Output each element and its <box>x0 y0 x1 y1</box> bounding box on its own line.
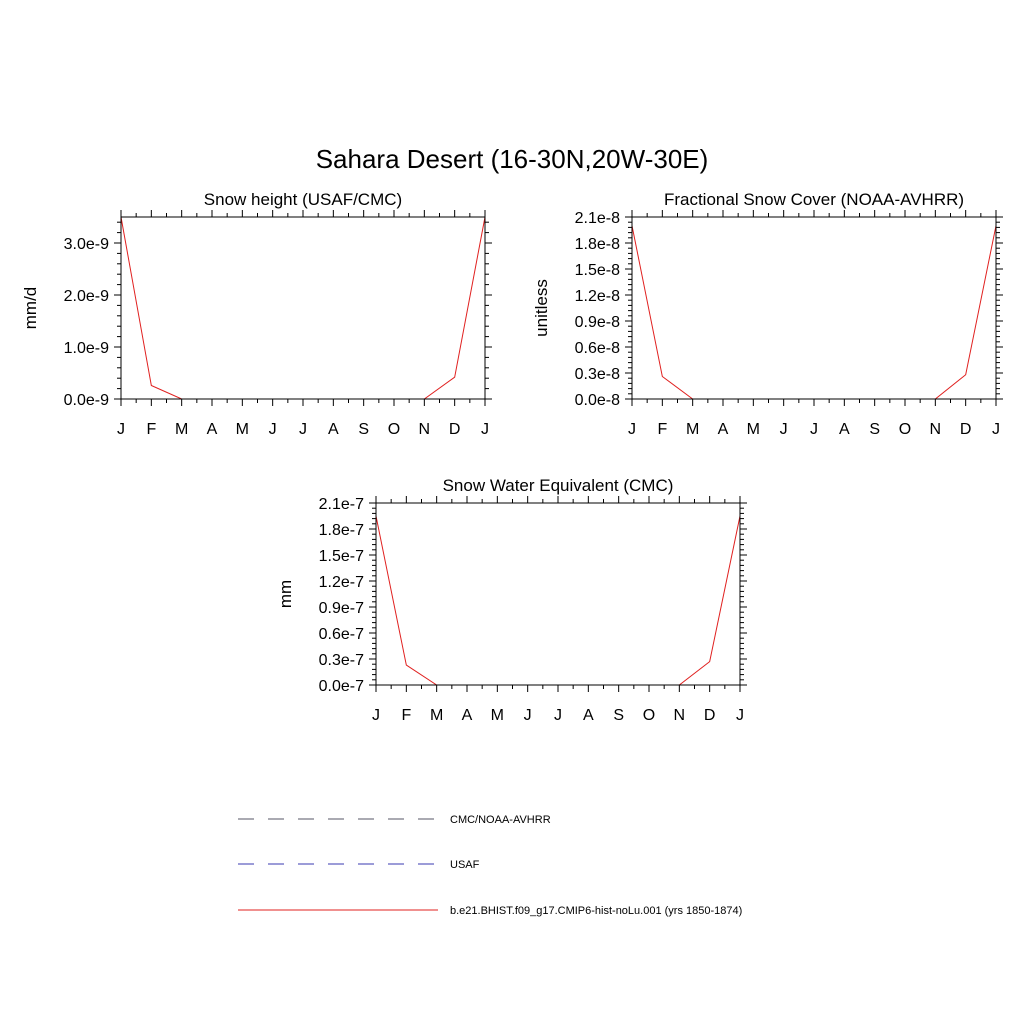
panel-title: Snow height (USAF/CMC) <box>204 190 402 209</box>
panel-title: Fractional Snow Cover (NOAA-AVHRR) <box>664 190 964 209</box>
x-tick-label: M <box>491 707 504 724</box>
x-tick-label: A <box>718 421 729 438</box>
x-tick-label: D <box>449 421 461 438</box>
y-axis-label: unitless <box>532 279 551 337</box>
panel-title: Snow Water Equivalent (CMC) <box>443 476 674 495</box>
y-tick-label: 0.6e-8 <box>575 340 620 357</box>
legend-label-3: b.e21.BHIST.f09_g17.CMIP6-hist-noLu.001 … <box>450 905 742 917</box>
x-tick-label: D <box>704 707 716 724</box>
y-tick-label: 0.0e-8 <box>575 392 620 409</box>
x-tick-label: S <box>358 421 369 438</box>
x-tick-label: J <box>810 421 818 438</box>
x-tick-label: J <box>117 421 125 438</box>
chart-panel-3: Snow Water Equivalent (CMC) mm J F M A M J J A S O N… <box>276 476 747 724</box>
y-tick-label: 1.5e-8 <box>575 262 620 279</box>
x-tick-label: N <box>930 421 942 438</box>
x-tick-label: M <box>686 421 699 438</box>
y-tick-label: 1.0e-9 <box>64 340 109 357</box>
legend: CMC/NOAA-AVHRR USAF b.e21.BHIST.f09_g17.CM… <box>238 814 742 917</box>
x-tick-label: J <box>299 421 307 438</box>
x-tick-label: J <box>481 421 489 438</box>
x-tick-label: J <box>524 707 532 724</box>
y-axis-label: mm <box>276 580 295 608</box>
y-tick-label: 1.2e-8 <box>575 288 620 305</box>
x-tick-label: F <box>657 421 667 438</box>
x-tick-label: O <box>643 707 655 724</box>
y-tick-label: 2.0e-9 <box>64 288 109 305</box>
x-tick-label: J <box>992 421 1000 438</box>
y-tick-label: 2.1e-8 <box>575 210 620 227</box>
chart-panel-2: Fractional Snow Cover (NOAA-AVHRR) unitle… <box>532 190 1003 438</box>
y-tick-label: 0.3e-8 <box>575 366 620 383</box>
x-tick-label: A <box>583 707 594 724</box>
x-tick-label: M <box>175 421 188 438</box>
x-tick-label: M <box>236 421 249 438</box>
x-tick-label: J <box>554 707 562 724</box>
y-tick-label: 0.0e-9 <box>64 392 109 409</box>
y-axis-label: mm/d <box>21 287 40 330</box>
y-tick-label: 0.9e-8 <box>575 314 620 331</box>
x-tick-label: A <box>328 421 339 438</box>
y-tick-label: 0.6e-7 <box>319 626 364 643</box>
x-tick-label: O <box>899 421 911 438</box>
x-tick-label: J <box>269 421 277 438</box>
y-tick-label: 1.2e-7 <box>319 574 364 591</box>
legend-label-2: USAF <box>450 859 480 871</box>
x-tick-label: J <box>736 707 744 724</box>
y-tick-label: 0.0e-7 <box>319 678 364 695</box>
y-tick-label: 3.0e-9 <box>64 236 109 253</box>
legend-label-1: CMC/NOAA-AVHRR <box>450 814 551 826</box>
x-tick-label: F <box>401 707 411 724</box>
y-tick-label: 1.8e-7 <box>319 522 364 539</box>
x-tick-label: S <box>869 421 880 438</box>
figure-title: Sahara Desert (16-30N,20W-30E) <box>316 144 709 174</box>
x-tick-label: A <box>207 421 218 438</box>
y-tick-label: 1.8e-8 <box>575 236 620 253</box>
x-tick-label: D <box>960 421 972 438</box>
chart-panel-1: Snow height (USAF/CMC)mm/dJ F M A M J J A S O N D J0… <box>21 190 492 438</box>
y-tick-label: 0.9e-7 <box>319 600 364 617</box>
x-tick-label: M <box>747 421 760 438</box>
x-tick-label: M <box>430 707 443 724</box>
x-tick-label: N <box>419 421 431 438</box>
x-tick-label: J <box>628 421 636 438</box>
y-tick-label: 0.3e-7 <box>319 652 364 669</box>
chart-panels: Snow height (USAF/CMC)mm/dJ F M A M J J A S O N D J0… <box>21 190 1003 724</box>
x-tick-label: O <box>388 421 400 438</box>
y-tick-label: 2.1e-7 <box>319 496 364 513</box>
x-tick-label: J <box>372 707 380 724</box>
x-tick-label: A <box>839 421 850 438</box>
x-tick-label: S <box>613 707 624 724</box>
x-tick-label: J <box>780 421 788 438</box>
x-tick-label: A <box>462 707 473 724</box>
x-tick-label: F <box>146 421 156 438</box>
x-tick-label: N <box>674 707 686 724</box>
y-tick-label: 1.5e-7 <box>319 548 364 565</box>
